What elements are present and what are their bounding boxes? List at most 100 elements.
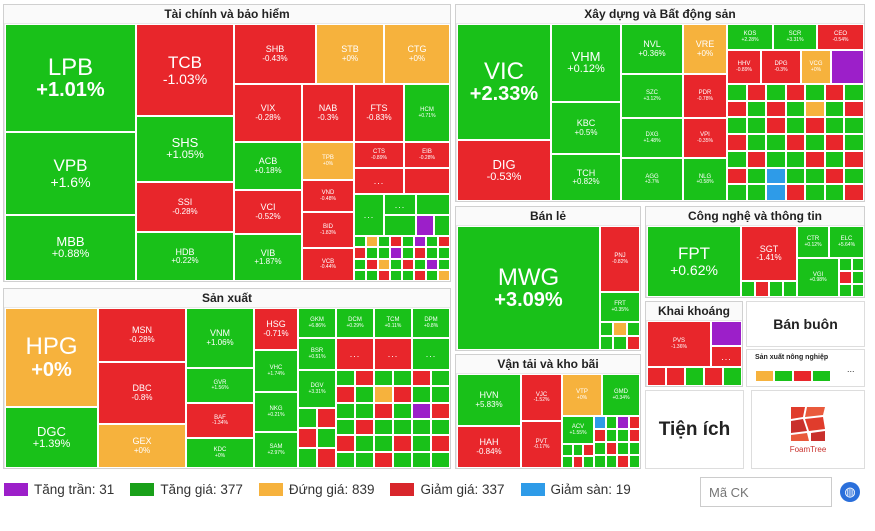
tile-vci[interactable]: VCI -0.52% bbox=[234, 190, 302, 234]
tile-pvs[interactable]: PVS -1.36% bbox=[647, 321, 711, 367]
tile-baf[interactable]: BAF -1.34% bbox=[186, 403, 254, 438]
tile-agg[interactable]: AGG +3.7% bbox=[621, 158, 683, 201]
tile-sgt[interactable]: SGT -1.41% bbox=[741, 226, 797, 281]
tile-hdb[interactable]: HDB +0.22% bbox=[136, 232, 234, 281]
tile-small-7[interactable] bbox=[384, 215, 416, 236]
tile-ceo[interactable]: CEO -0.54% bbox=[817, 24, 864, 50]
tile-vnm[interactable]: VNM +1.06% bbox=[186, 308, 254, 368]
tile-small-2[interactable] bbox=[404, 168, 450, 194]
tile-small-4[interactable]: ... bbox=[384, 194, 416, 215]
tile-vpb[interactable]: VPB +1.6% bbox=[5, 132, 136, 215]
tile-fpt[interactable]: FPT +0.62% bbox=[647, 226, 741, 297]
tile-tcb[interactable]: TCB -1.03% bbox=[136, 24, 234, 116]
tile-vcb[interactable]: VCB -0.44% bbox=[302, 248, 354, 281]
tile-vcg[interactable]: VCG +0% bbox=[801, 50, 831, 84]
tile-nvl[interactable]: NVL +0.36% bbox=[621, 24, 683, 74]
tile-elc[interactable]: ELC +5.64% bbox=[829, 226, 864, 258]
tile-small-m2[interactable]: ... bbox=[374, 338, 412, 370]
tile-small-8[interactable] bbox=[434, 215, 450, 236]
tile-frt[interactable]: FRT +0.35% bbox=[600, 292, 640, 322]
tile-dbc[interactable]: DBC -0.8% bbox=[98, 362, 186, 424]
tile-tcm[interactable]: TCM +0.11% bbox=[374, 308, 412, 338]
tile-vnd[interactable]: VND -0.48% bbox=[302, 180, 354, 212]
tile-tch[interactable]: TCH +0.82% bbox=[551, 154, 621, 201]
stock-code-search-input[interactable] bbox=[700, 477, 832, 507]
sector-title: Khai khoáng bbox=[646, 302, 742, 320]
tile-acv[interactable]: ACV +1.55% bbox=[562, 416, 594, 444]
tile-scr[interactable]: SCR +3.31% bbox=[773, 24, 817, 50]
tile-vjc[interactable]: VJC -1.52% bbox=[521, 374, 562, 421]
tile-dig[interactable]: DIG -0.53% bbox=[457, 140, 551, 201]
tile-dpm[interactable]: DPM +0.8% bbox=[412, 308, 450, 338]
tile-vgi[interactable]: VGI +0.98% bbox=[797, 258, 839, 297]
tile-msn[interactable]: MSN -0.28% bbox=[98, 308, 186, 362]
tile-stb[interactable]: STB +0% bbox=[316, 24, 384, 84]
tile-hvn[interactable]: HVN +5.83% bbox=[457, 374, 521, 426]
tile-hpg[interactable]: HPG +0% bbox=[5, 308, 98, 407]
tile-mbb[interactable]: MBB +0.88% bbox=[5, 215, 136, 281]
tile-small-mining-1[interactable] bbox=[711, 321, 742, 346]
sector-agri[interactable]: Sản xuất nông nghiệp ... bbox=[746, 349, 865, 387]
tile-vic[interactable]: VIC +2.33% bbox=[457, 24, 551, 140]
tile-acb[interactable]: ACB +0.18% bbox=[234, 142, 302, 190]
tile-nlg[interactable]: NLG +0.58% bbox=[683, 158, 727, 201]
tile-small-6[interactable] bbox=[416, 194, 450, 215]
tile-szc[interactable]: SZC +3.12% bbox=[621, 74, 683, 118]
sector-wholesale[interactable]: Bán buôn bbox=[746, 301, 865, 347]
tile-shb[interactable]: SHB -0.43% bbox=[234, 24, 316, 84]
tile-dpg[interactable]: DPG -0.3% bbox=[761, 50, 801, 84]
tile-small-m3[interactable]: ... bbox=[412, 338, 450, 370]
sector-utilities[interactable]: Tiện ích bbox=[645, 390, 744, 469]
construction-mosaic bbox=[727, 84, 864, 201]
tile-nab[interactable]: NAB -0.3% bbox=[302, 84, 354, 142]
sector-retail: Bán lẻ MWG +3.09% PNJ -0.82% FRT +0.35% bbox=[455, 206, 641, 351]
tile-hhv[interactable]: HHV -0.89% bbox=[727, 50, 761, 84]
tile-gkm[interactable]: GKM +6.86% bbox=[298, 308, 336, 338]
tile-small-mining-2[interactable]: ... bbox=[711, 346, 742, 367]
tile-kos[interactable]: KOS +2.28% bbox=[727, 24, 773, 50]
tile-gmd[interactable]: GMD +0.34% bbox=[602, 374, 640, 416]
tile-eib[interactable]: EIB -0.28% bbox=[404, 142, 450, 168]
tile-shs[interactable]: SHS +1.05% bbox=[136, 116, 234, 182]
tile-nkg[interactable]: NKG +0.21% bbox=[254, 392, 298, 432]
tile-vre[interactable]: VRE +0% bbox=[683, 24, 727, 74]
tile-pvt[interactable]: PVT -0.17% bbox=[521, 421, 562, 468]
tile-ssi[interactable]: SSI -0.28% bbox=[136, 182, 234, 232]
tile-dgv[interactable]: DGV +3.31% bbox=[298, 370, 336, 408]
tile-hcm[interactable]: HCM +0.71% bbox=[404, 84, 450, 142]
tile-vix[interactable]: VIX -0.28% bbox=[234, 84, 302, 142]
tile-gvr[interactable]: GVR +1.56% bbox=[186, 368, 254, 403]
tile-sam[interactable]: SAM +2.97% bbox=[254, 432, 298, 468]
tile-bid[interactable]: BID -1.83% bbox=[302, 212, 354, 248]
tile-vhm[interactable]: VHM +0.12% bbox=[551, 24, 621, 102]
tile-small-ceiling[interactable] bbox=[831, 50, 864, 84]
tile-kbc[interactable]: KBC +0.5% bbox=[551, 102, 621, 154]
tile-dcm[interactable]: DCM +0.29% bbox=[336, 308, 374, 338]
tile-gex[interactable]: GEX +0% bbox=[98, 424, 186, 468]
tile-tpb[interactable]: TPB +0% bbox=[302, 142, 354, 180]
tile-small-3[interactable]: ... bbox=[354, 194, 384, 236]
tile-vtp[interactable]: VTP +0% bbox=[562, 374, 602, 416]
tile-vib[interactable]: VIB +1.87% bbox=[234, 234, 302, 281]
tile-ctr[interactable]: CTR +0.12% bbox=[797, 226, 829, 258]
tile-vpi[interactable]: VPI -0.35% bbox=[683, 118, 727, 158]
globe-icon[interactable]: ◍ bbox=[840, 482, 860, 502]
tile-fts[interactable]: FTS -0.83% bbox=[354, 84, 404, 142]
tile-small-m1[interactable]: ... bbox=[336, 338, 374, 370]
more-dots: ... bbox=[847, 364, 855, 374]
tile-hah[interactable]: HAH -0.84% bbox=[457, 426, 521, 468]
tile-hsg[interactable]: HSG -0.71% bbox=[254, 308, 298, 350]
tile-vhc[interactable]: VHC +1.74% bbox=[254, 350, 298, 392]
tile-small-5[interactable] bbox=[416, 215, 434, 236]
tile-bsr[interactable]: BSR +0.51% bbox=[298, 338, 336, 370]
tile-lpb[interactable]: LPB +1.01% bbox=[5, 24, 136, 132]
tile-kdc[interactable]: KDC +0% bbox=[186, 438, 254, 468]
tile-dgc[interactable]: DGC +1.39% bbox=[5, 407, 98, 468]
tile-small-1[interactable]: ... bbox=[354, 168, 404, 194]
tile-ctg[interactable]: CTG +0% bbox=[384, 24, 450, 84]
tile-pdr[interactable]: PDR -0.78% bbox=[683, 74, 727, 118]
tile-dxg[interactable]: DXG +1.48% bbox=[621, 118, 683, 158]
tile-pnj[interactable]: PNJ -0.82% bbox=[600, 226, 640, 292]
tile-mwg[interactable]: MWG +3.09% bbox=[457, 226, 600, 350]
tile-cts[interactable]: CTS -0.89% bbox=[354, 142, 404, 168]
